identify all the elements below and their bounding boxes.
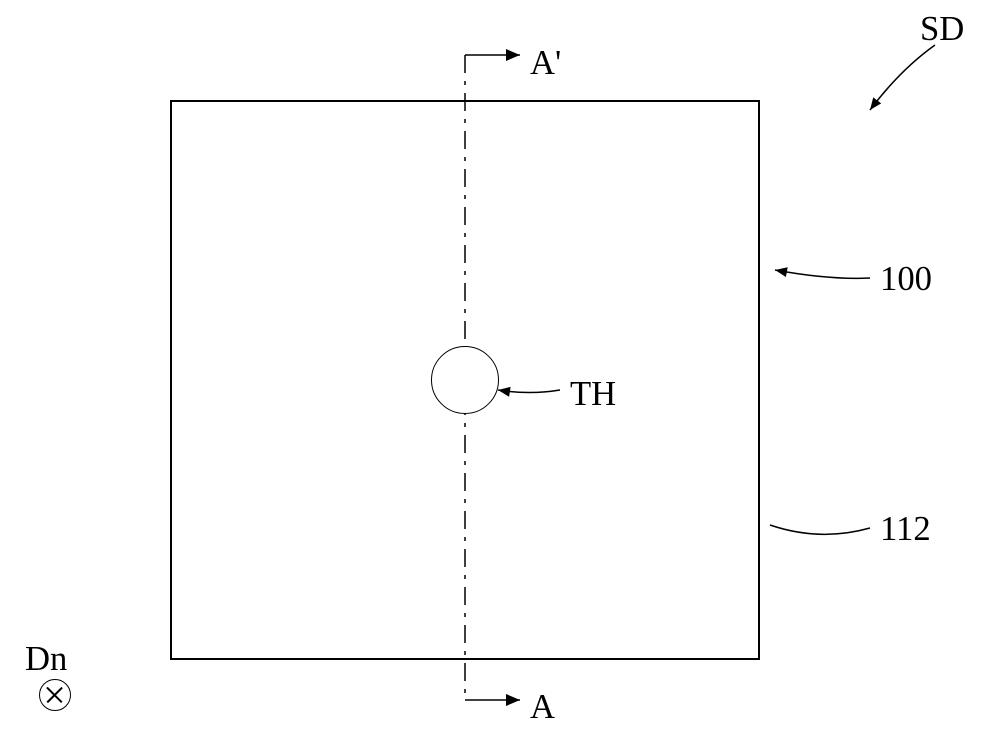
label-100: 100: [880, 260, 932, 299]
label-sd: SD: [920, 10, 964, 49]
diagram-stage: A' A SD TH 100 112 Dn: [0, 0, 1000, 745]
label-a: A: [530, 688, 555, 727]
through-hole-circle: [431, 346, 499, 414]
label-112: 112: [880, 510, 931, 549]
into-page-symbol: [39, 679, 71, 711]
label-th: TH: [570, 375, 616, 414]
label-dn: Dn: [25, 640, 67, 679]
label-a-prime: A': [530, 44, 561, 83]
